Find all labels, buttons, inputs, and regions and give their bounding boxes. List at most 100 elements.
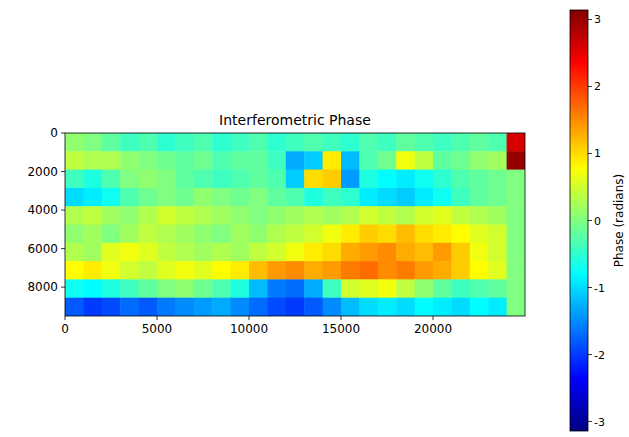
- cell: [267, 261, 286, 280]
- cell: [267, 188, 286, 207]
- cell: [507, 206, 525, 225]
- cell: [286, 133, 305, 152]
- x-tick-label: 20000: [414, 322, 452, 336]
- cell: [65, 206, 84, 225]
- cell: [120, 261, 139, 280]
- cell: [212, 133, 231, 152]
- cell: [175, 225, 194, 244]
- cell: [415, 279, 434, 298]
- cell: [415, 261, 434, 280]
- cell: [212, 206, 231, 225]
- cell: [249, 298, 268, 316]
- cell: [157, 170, 176, 189]
- colorbar-tick: [588, 19, 592, 20]
- cell: [433, 279, 452, 298]
- cell: [451, 151, 470, 170]
- cell: [507, 151, 525, 170]
- cell: [378, 225, 397, 244]
- cell: [286, 151, 305, 170]
- cell: [396, 243, 415, 262]
- cell: [102, 225, 121, 244]
- cell: [102, 261, 121, 280]
- cell: [359, 298, 378, 316]
- y-tick: [61, 133, 65, 134]
- cell: [470, 170, 489, 189]
- cell: [470, 243, 489, 262]
- cell: [286, 225, 305, 244]
- cell: [415, 206, 434, 225]
- cell: [231, 188, 250, 207]
- cell: [175, 243, 194, 262]
- cell: [451, 298, 470, 316]
- colorbar: [570, 10, 588, 431]
- cell: [157, 243, 176, 262]
- cell: [433, 243, 452, 262]
- cell: [451, 188, 470, 207]
- cell: [83, 188, 102, 207]
- cell: [139, 243, 158, 262]
- cell: [231, 243, 250, 262]
- cell: [194, 261, 213, 280]
- cell: [249, 225, 268, 244]
- x-tick: [249, 316, 250, 320]
- cell: [341, 188, 360, 207]
- cell: [415, 133, 434, 152]
- cell: [304, 170, 323, 189]
- x-tick: [341, 316, 342, 320]
- cell: [396, 279, 415, 298]
- cell: [304, 298, 323, 316]
- cell: [359, 279, 378, 298]
- cell: [231, 298, 250, 316]
- cell: [488, 279, 507, 298]
- cell: [249, 133, 268, 152]
- colorbar-tick: [588, 354, 592, 355]
- colorbar-tick-label: 1: [594, 147, 601, 160]
- cell: [65, 243, 84, 262]
- cell: [488, 243, 507, 262]
- cell: [139, 261, 158, 280]
- cell: [341, 206, 360, 225]
- cell: [120, 188, 139, 207]
- cell: [323, 243, 342, 262]
- cell: [157, 151, 176, 170]
- cell: [175, 133, 194, 152]
- cell: [378, 243, 397, 262]
- colorbar-tick-label: 2: [594, 80, 601, 93]
- x-tick-label: 10000: [230, 322, 268, 336]
- cell: [249, 243, 268, 262]
- cell: [83, 206, 102, 225]
- cell: [323, 133, 342, 152]
- cell: [433, 261, 452, 280]
- cell: [83, 298, 102, 316]
- cell: [194, 243, 213, 262]
- cell: [157, 188, 176, 207]
- cell: [249, 279, 268, 298]
- cell: [83, 170, 102, 189]
- cell: [194, 279, 213, 298]
- cell: [359, 188, 378, 207]
- cell: [507, 243, 525, 262]
- cell: [433, 170, 452, 189]
- cell: [396, 261, 415, 280]
- x-tick-label: 5000: [142, 322, 173, 336]
- cell: [341, 225, 360, 244]
- cell: [507, 225, 525, 244]
- cell: [139, 170, 158, 189]
- cell: [212, 243, 231, 262]
- cell: [212, 298, 231, 316]
- cell: [212, 188, 231, 207]
- cell: [139, 298, 158, 316]
- cell: [396, 206, 415, 225]
- cell: [378, 133, 397, 152]
- cell: [378, 298, 397, 316]
- cell: [359, 133, 378, 152]
- cell: [175, 206, 194, 225]
- cell: [83, 243, 102, 262]
- cell: [304, 133, 323, 152]
- cell: [139, 206, 158, 225]
- cell: [359, 243, 378, 262]
- cell: [433, 206, 452, 225]
- cell: [65, 225, 84, 244]
- cell: [433, 188, 452, 207]
- cell: [175, 170, 194, 189]
